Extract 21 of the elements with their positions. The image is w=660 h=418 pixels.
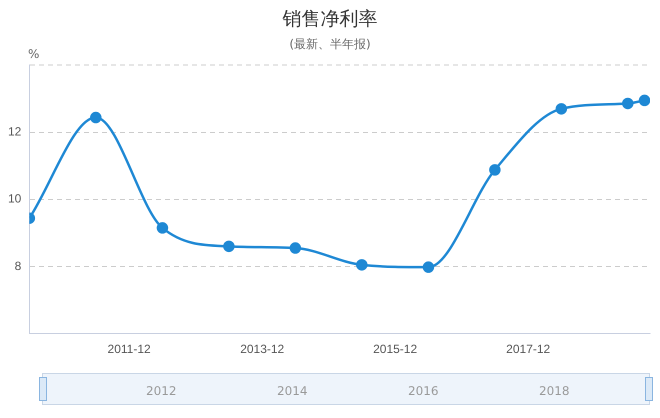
point (638, 94, 650, 106)
point (422, 261, 434, 273)
point (622, 98, 634, 110)
point (223, 240, 235, 252)
point (90, 112, 102, 124)
point (556, 103, 568, 115)
chart-subtitle: (最新、半年报) (289, 37, 371, 51)
x-tick-label: 2017-12 (506, 342, 551, 356)
x-tick-label: 2011-12 (108, 342, 152, 356)
y-axis-title: % (28, 47, 40, 61)
x-tick-label: 2015-12 (373, 342, 418, 356)
x-tick-label: 2013-12 (240, 342, 285, 356)
y-tick-label: 8 (14, 258, 22, 273)
point (356, 259, 368, 271)
y-tick-label: 10 (8, 192, 22, 206)
point (290, 242, 302, 254)
chart-title: 销售净利率 (282, 7, 378, 32)
point (489, 164, 501, 176)
y-tick-label: 12 (8, 124, 22, 139)
point (156, 222, 168, 234)
range-slider: 2012 2014 2016 2018 (42, 373, 650, 405)
